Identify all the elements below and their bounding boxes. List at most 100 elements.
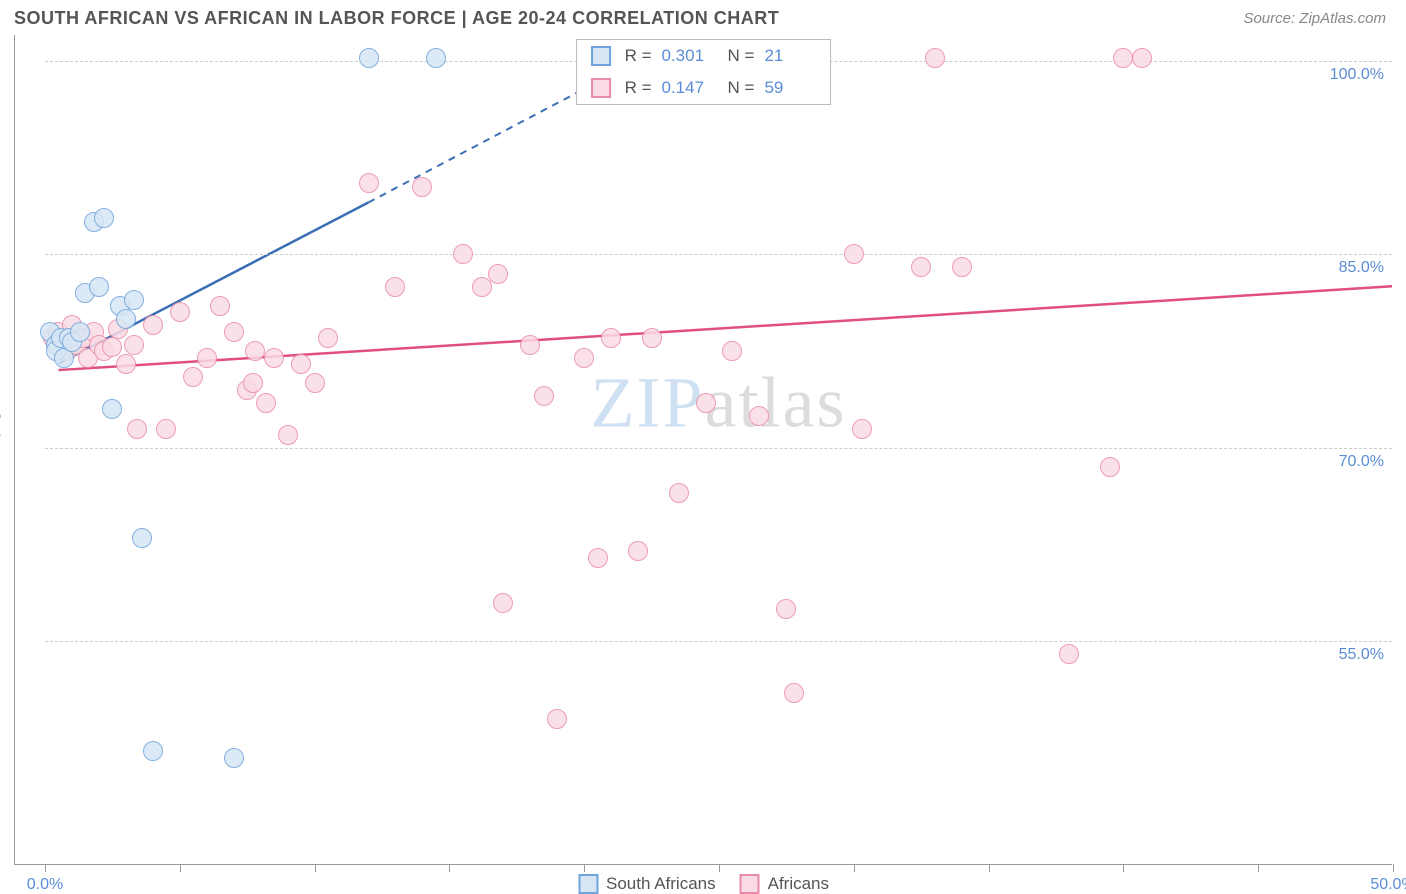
data-point xyxy=(925,48,945,68)
legend-correlation-box: R = 0.301 N = 21 R = 0.147 N = 59 xyxy=(576,39,832,105)
data-point xyxy=(749,406,769,426)
chart-container: In Labor Force | Age 20-24 ZIPatlas 55.0… xyxy=(14,35,1392,865)
data-point xyxy=(170,302,190,322)
data-point xyxy=(385,277,405,297)
data-point xyxy=(359,173,379,193)
data-point xyxy=(588,548,608,568)
legend-series-label: Africans xyxy=(768,874,829,894)
chart-header: SOUTH AFRICAN VS AFRICAN IN LABOR FORCE … xyxy=(0,0,1406,35)
data-point xyxy=(488,264,508,284)
data-point xyxy=(784,683,804,703)
x-tick-label: 50.0% xyxy=(1370,876,1406,894)
legend-swatch xyxy=(740,874,760,894)
legend-r-label: R = xyxy=(625,46,652,66)
legend-swatch xyxy=(578,874,598,894)
data-point xyxy=(318,328,338,348)
trend-lines-svg xyxy=(45,35,1392,834)
data-point xyxy=(243,373,263,393)
data-point xyxy=(1100,457,1120,477)
data-point xyxy=(628,541,648,561)
data-point xyxy=(210,296,230,316)
x-tick xyxy=(1258,864,1259,872)
x-tick xyxy=(1123,864,1124,872)
data-point xyxy=(722,341,742,361)
x-tick xyxy=(449,864,450,872)
watermark: ZIPatlas xyxy=(591,361,847,444)
x-tick xyxy=(719,864,720,872)
legend-correlation-row: R = 0.301 N = 21 xyxy=(577,40,831,72)
legend-series: South Africans Africans xyxy=(578,874,829,894)
data-point xyxy=(256,393,276,413)
data-point xyxy=(102,337,122,357)
data-point xyxy=(642,328,662,348)
data-point xyxy=(264,348,284,368)
data-point xyxy=(116,309,136,329)
legend-series-label: South Africans xyxy=(606,874,716,894)
watermark-part2: atlas xyxy=(705,362,847,442)
x-tick xyxy=(180,864,181,872)
chart-title: SOUTH AFRICAN VS AFRICAN IN LABOR FORCE … xyxy=(14,8,779,29)
data-point xyxy=(520,335,540,355)
x-tick xyxy=(854,864,855,872)
data-point xyxy=(156,419,176,439)
data-point xyxy=(124,290,144,310)
data-point xyxy=(224,748,244,768)
data-point xyxy=(472,277,492,297)
y-tick-label: 85.0% xyxy=(1339,259,1384,277)
data-point xyxy=(183,367,203,387)
x-tick xyxy=(584,864,585,872)
data-point xyxy=(89,277,109,297)
data-point xyxy=(143,741,163,761)
chart-source: Source: ZipAtlas.com xyxy=(1243,10,1386,27)
data-point xyxy=(102,399,122,419)
legend-swatch xyxy=(591,46,611,66)
gridline-h xyxy=(45,254,1392,255)
data-point xyxy=(601,328,621,348)
data-point xyxy=(453,244,473,264)
plot-area: ZIPatlas 55.0%70.0%85.0%100.0% xyxy=(45,35,1392,834)
data-point xyxy=(776,599,796,619)
data-point xyxy=(426,48,446,68)
data-point xyxy=(1132,48,1152,68)
data-point xyxy=(245,341,265,361)
data-point xyxy=(291,354,311,374)
legend-correlation-row: R = 0.147 N = 59 xyxy=(577,72,831,104)
legend-n-label: N = xyxy=(728,78,755,98)
data-point xyxy=(359,48,379,68)
x-tick xyxy=(989,864,990,872)
data-point xyxy=(412,177,432,197)
data-point xyxy=(124,335,144,355)
data-point xyxy=(534,386,554,406)
legend-n-label: N = xyxy=(728,46,755,66)
legend-r-value: 0.301 xyxy=(662,46,714,66)
y-tick-label: 55.0% xyxy=(1339,646,1384,664)
data-point xyxy=(493,593,513,613)
legend-swatch xyxy=(591,78,611,98)
legend-r-value: 0.147 xyxy=(662,78,714,98)
x-tick-label: 0.0% xyxy=(27,876,63,894)
data-point xyxy=(669,483,689,503)
gridline-h xyxy=(45,641,1392,642)
data-point xyxy=(94,208,114,228)
data-point xyxy=(127,419,147,439)
data-point xyxy=(197,348,217,368)
data-point xyxy=(70,322,90,342)
data-point xyxy=(278,425,298,445)
y-tick-label: 70.0% xyxy=(1339,453,1384,471)
x-tick xyxy=(1393,864,1394,872)
data-point xyxy=(911,257,931,277)
x-tick xyxy=(315,864,316,872)
data-point xyxy=(116,354,136,374)
legend-r-label: R = xyxy=(625,78,652,98)
legend-series-item: Africans xyxy=(740,874,829,894)
data-point xyxy=(852,419,872,439)
legend-n-value: 21 xyxy=(764,46,816,66)
legend-series-item: South Africans xyxy=(578,874,716,894)
y-axis-label: In Labor Force | Age 20-24 xyxy=(0,360,2,538)
legend-n-value: 59 xyxy=(764,78,816,98)
data-point xyxy=(143,315,163,335)
watermark-part1: ZIP xyxy=(591,362,705,442)
data-point xyxy=(305,373,325,393)
data-point xyxy=(574,348,594,368)
data-point xyxy=(1059,644,1079,664)
